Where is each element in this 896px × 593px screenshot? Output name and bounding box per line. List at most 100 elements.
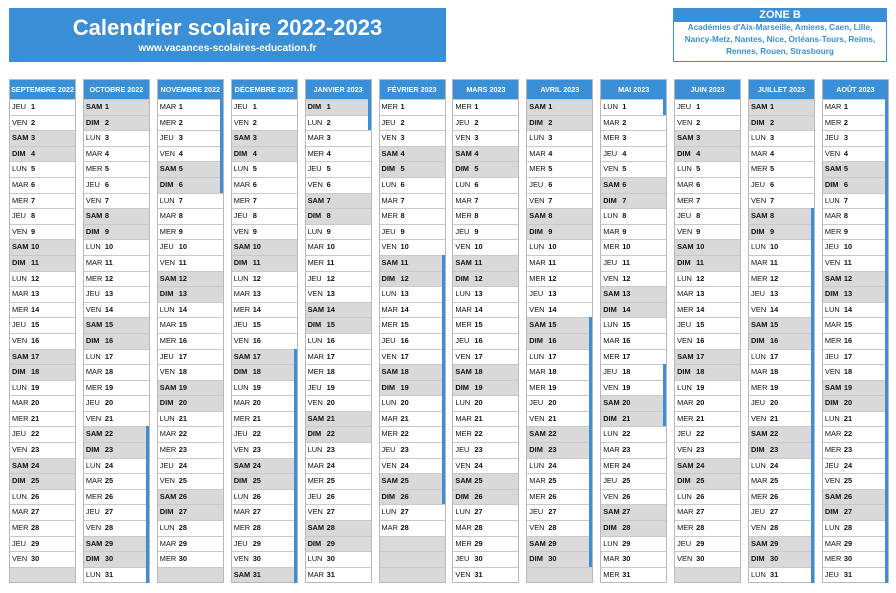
day-cell[interactable]: LUN 7 [157,192,223,209]
day-cell[interactable]: MER 1 [453,99,519,115]
day-cell[interactable]: MAR 15 [157,317,223,333]
day-cell[interactable]: MAR 14 [453,301,519,318]
day-cell[interactable]: MER 7 [231,192,297,209]
day-cell[interactable]: SAM 29 [527,535,593,553]
day-cell[interactable]: LUN 13 [453,286,519,302]
day-cell[interactable]: LUN 6 [453,176,519,193]
day-cell[interactable]: SAM 22 [527,426,593,444]
day-cell[interactable]: LUN 14 [157,301,223,318]
day-cell[interactable]: MER 14 [10,301,75,318]
day-cell[interactable]: DIM 13 [822,286,888,303]
day-cell[interactable]: LUN 19 [10,379,75,396]
day-cell[interactable]: JEU 18 [601,364,667,381]
day-cell[interactable]: MAR 17 [305,348,371,365]
day-cell[interactable]: DIM 9 [527,223,593,240]
day-cell[interactable]: SAM 29 [83,535,149,553]
day-cell[interactable]: LUN 5 [10,161,75,177]
day-cell[interactable]: VEN 30 [10,551,75,567]
day-cell[interactable]: MER 11 [305,254,371,271]
day-cell[interactable]: DIM 9 [749,223,814,241]
day-cell[interactable]: SAM 11 [453,254,519,271]
day-cell[interactable]: MER 28 [675,520,741,536]
day-cell[interactable]: JEU 5 [305,161,371,177]
day-cell[interactable]: SAM 10 [231,239,297,255]
day-cell[interactable]: MAR 20 [675,395,741,411]
day-cell[interactable]: SAM 10 [10,239,75,255]
day-cell[interactable]: VEN 25 [822,473,888,490]
day-cell[interactable]: DIM 21 [601,410,667,428]
day-cell[interactable]: MAR 7 [453,192,519,209]
day-cell[interactable]: JEU 10 [822,239,888,256]
day-cell[interactable]: LUN 17 [527,348,593,366]
day-cell[interactable]: VEN 2 [231,114,297,131]
day-cell[interactable]: LUN 1 [601,99,667,116]
day-cell[interactable]: VEN 4 [822,145,888,163]
day-cell[interactable]: LUN 24 [83,457,149,475]
day-cell[interactable]: JEU 13 [83,286,149,302]
day-cell[interactable]: DIM 16 [527,332,593,350]
day-cell[interactable]: LUN 15 [601,317,667,333]
day-cell[interactable]: SAM 29 [749,535,814,553]
day-cell[interactable]: MER 19 [749,379,814,397]
day-cell[interactable]: MAR 11 [83,254,149,271]
day-cell[interactable]: DIM 30 [83,551,149,568]
day-cell[interactable]: VEN 9 [10,223,75,240]
day-cell[interactable]: JEU 15 [675,317,741,333]
day-cell[interactable]: LUN 9 [305,223,371,240]
day-cell[interactable]: VEN 2 [10,114,75,131]
day-cell[interactable]: MAR 28 [453,520,519,536]
day-cell[interactable]: LUN 26 [10,488,75,505]
day-cell[interactable]: DIM 7 [601,192,667,209]
day-cell[interactable]: JEU 9 [379,223,445,240]
day-cell[interactable]: SAM 17 [10,348,75,365]
day-cell[interactable]: DIM 13 [157,286,223,302]
day-cell[interactable]: SAM 5 [822,161,888,178]
day-cell[interactable]: SAM 17 [675,348,741,365]
day-cell[interactable]: MER 22 [379,426,445,444]
day-cell[interactable]: MER 22 [453,426,519,442]
day-cell[interactable]: MER 19 [83,379,149,396]
day-cell[interactable]: MAR 27 [231,504,297,522]
day-cell[interactable]: DIM 25 [675,473,741,489]
day-cell[interactable]: LUN 13 [379,286,445,303]
day-cell[interactable]: SAM 31 [231,566,297,584]
day-cell[interactable]: LUN 28 [822,520,888,537]
day-cell[interactable]: VEN 21 [749,410,814,428]
day-cell[interactable]: LUN 6 [379,176,445,193]
day-cell[interactable]: MER 12 [83,270,149,287]
day-cell[interactable]: JEU 22 [231,426,297,444]
day-cell[interactable]: MER 14 [675,301,741,318]
day-cell[interactable]: JEU 16 [453,332,519,349]
day-cell[interactable]: JEU 10 [157,239,223,255]
day-cell[interactable]: MER 26 [527,488,593,506]
day-cell[interactable]: JEU 22 [675,426,741,442]
day-cell[interactable]: JEU 1 [231,99,297,115]
day-cell[interactable]: MER 29 [453,535,519,552]
day-cell[interactable]: VEN 12 [601,270,667,287]
day-cell[interactable]: VEN 24 [379,457,445,475]
day-cell[interactable]: LUN 14 [822,301,888,319]
day-cell[interactable]: MER 5 [83,161,149,177]
day-cell[interactable]: SAM 15 [527,317,593,334]
day-cell[interactable]: DIM 16 [83,332,149,349]
day-cell[interactable]: JEU 24 [157,457,223,474]
day-cell[interactable]: JEU 19 [305,379,371,396]
day-cell[interactable]: SAM 22 [83,426,149,444]
day-cell[interactable]: VEN 16 [231,332,297,349]
day-cell[interactable]: MER 28 [10,520,75,536]
day-cell[interactable]: VEN 27 [305,504,371,520]
day-cell[interactable]: LUN 2 [305,114,371,132]
day-cell[interactable]: LUN 10 [749,239,814,256]
day-cell[interactable]: MER 30 [822,551,888,568]
day-cell[interactable]: MAR 6 [231,176,297,193]
day-cell[interactable]: MAR 14 [379,301,445,319]
day-cell[interactable]: MER 2 [157,114,223,132]
day-cell[interactable]: MER 24 [601,457,667,474]
day-cell[interactable]: LUN 5 [231,161,297,177]
day-cell[interactable]: MAR 21 [453,410,519,427]
day-cell[interactable]: SAM 15 [749,317,814,334]
day-cell[interactable]: MER 3 [601,130,667,146]
day-cell[interactable]: JEU 16 [379,332,445,350]
day-cell[interactable]: JEU 11 [601,254,667,271]
day-cell[interactable]: MER 21 [10,410,75,427]
